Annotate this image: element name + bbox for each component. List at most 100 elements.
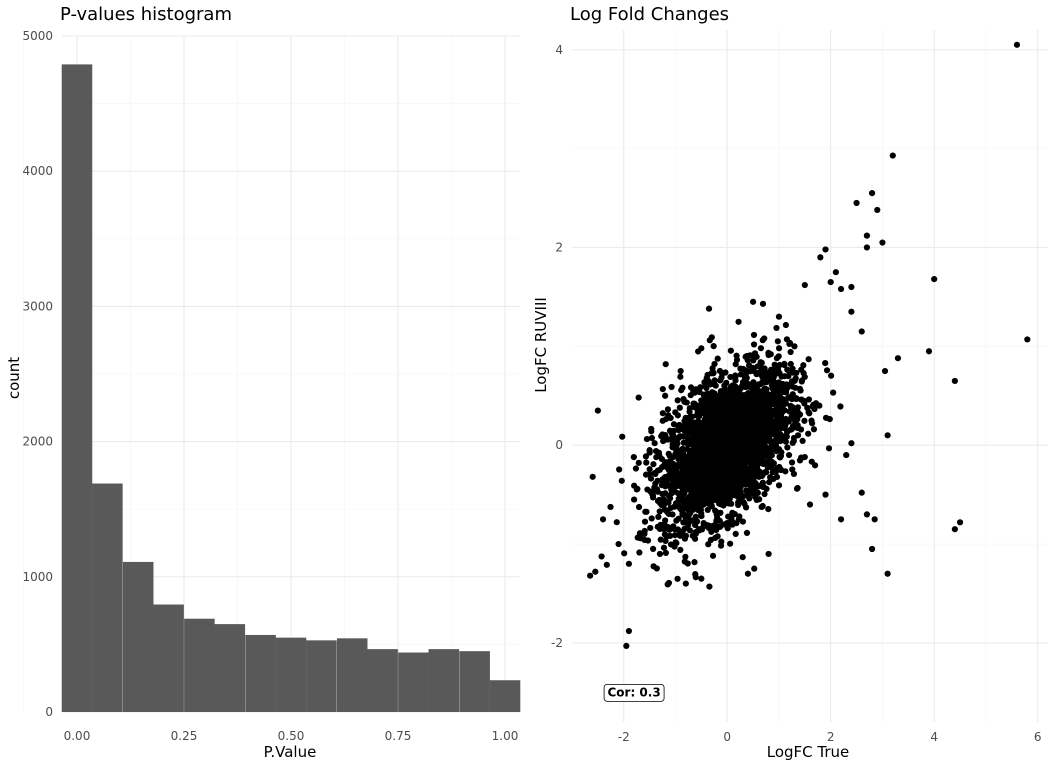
scatter-point (789, 439, 796, 446)
scatter-point (767, 447, 774, 454)
scatter-point (662, 459, 669, 466)
scatter-point (749, 407, 756, 414)
scatter-point (692, 513, 699, 520)
scatter-point (661, 506, 669, 513)
scatter-point (656, 508, 663, 515)
scatter-point (657, 536, 664, 543)
scatter-point (607, 503, 614, 511)
p-values-histogram-panel: P-values histogram 0.00 0.25 0.50 0.75 1.000… (5, 4, 521, 761)
scatter-point (765, 351, 772, 359)
scatter-point (782, 321, 790, 329)
scatter-point (695, 502, 702, 510)
scatter-point (674, 526, 682, 533)
scatter-point (794, 404, 802, 411)
scatter-point (894, 355, 902, 362)
scatter-point (775, 345, 783, 352)
scatter-point (794, 416, 801, 423)
histogram-title: P-values histogram (60, 4, 232, 25)
scatter-point (800, 362, 807, 369)
scatter-point (695, 348, 702, 355)
scatter-point (664, 475, 671, 483)
scatter-point (697, 460, 704, 467)
scatter-point (765, 506, 772, 513)
scatter-point (724, 525, 731, 532)
scatter-point (711, 377, 718, 384)
scatter-point (659, 385, 666, 393)
scatter-point (692, 445, 699, 452)
scatter-point (757, 345, 765, 352)
scatter-point (848, 308, 855, 315)
scatter-point (723, 520, 731, 527)
scatter-point (951, 526, 958, 533)
scatter-point (692, 574, 699, 581)
scatter-point (727, 462, 734, 470)
scatter-point (737, 371, 745, 378)
scatter-point (789, 391, 796, 398)
scatter-point (719, 452, 726, 459)
scatter-point (734, 424, 741, 431)
scatter-point (657, 521, 664, 528)
scatter-point (681, 518, 688, 525)
scatter-point (716, 447, 723, 454)
scatter-point (648, 515, 655, 522)
scatter-point (677, 433, 684, 440)
scatter-point (766, 435, 773, 442)
scatter-point (700, 520, 707, 527)
histogram-tick-labels: 0.00 0.25 0.50 0.75 1.00 0 1000 2000 3000 4000 500… (22, 29, 518, 743)
scatter-point (727, 373, 734, 381)
scatter-point (744, 357, 751, 364)
scatter-point (759, 400, 766, 407)
scatter-point (729, 509, 736, 516)
scatter-point (711, 390, 718, 398)
scatter-point (738, 410, 746, 417)
scatter-point (630, 454, 637, 461)
scatter-point (741, 500, 748, 507)
scatter-point (692, 386, 700, 393)
scatter-point (801, 398, 808, 405)
scatter-point (693, 481, 700, 488)
scatter-point (671, 532, 679, 539)
scatter-point (721, 385, 728, 392)
y-tick-label: 1000 (22, 570, 53, 584)
y-tick-label: -2 (551, 636, 563, 650)
scatter-point (647, 524, 654, 532)
scatter-point (785, 451, 793, 459)
scatter-point (733, 352, 740, 359)
scatter-point (732, 377, 739, 384)
scatter-x-axis-label: LogFC True (767, 743, 850, 761)
scatter-point (794, 422, 801, 429)
scatter-point (682, 580, 689, 587)
scatter-point (650, 461, 657, 468)
scatter-point (688, 457, 695, 464)
scatter-point (755, 447, 762, 454)
scatter-point (738, 477, 745, 485)
scatter-point (739, 554, 746, 561)
scatter-point (747, 352, 754, 359)
scatter-point (697, 436, 704, 444)
scatter-point (792, 384, 799, 391)
scatter-point (801, 453, 808, 461)
scatter-point (774, 382, 781, 389)
scatter-point (708, 528, 715, 535)
scatter-point (677, 373, 684, 380)
scatter-point (735, 318, 742, 325)
scatter-point (725, 500, 733, 507)
scatter-point (714, 423, 721, 431)
scatter-point (655, 496, 663, 504)
scatter-point (668, 490, 675, 497)
scatter-point (822, 246, 829, 253)
scatter-point (705, 395, 712, 402)
scatter-point (790, 470, 798, 478)
scatter-point (810, 426, 818, 433)
scatter-point (768, 368, 776, 375)
scatter-point (704, 506, 711, 514)
scatter-point (636, 549, 643, 556)
scatter-point (592, 568, 599, 575)
scatter-point (754, 489, 761, 496)
scatter-point (786, 340, 793, 348)
scatter-point (651, 440, 658, 447)
scatter-point (748, 441, 756, 448)
scatter-point (776, 454, 784, 461)
scatter-point (688, 481, 695, 488)
